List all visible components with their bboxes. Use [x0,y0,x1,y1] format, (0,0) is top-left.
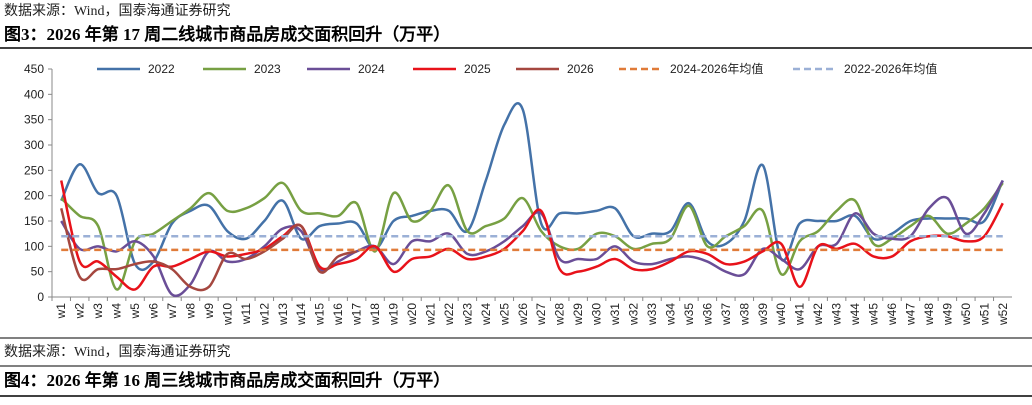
x-tick-label: w42 [811,303,825,326]
x-tick-label: w43 [830,303,844,326]
legend-label: 2025 [464,62,491,76]
x-tick-label: w21 [423,303,437,326]
x-tick-label: w3 [91,303,105,320]
x-tick-label: w50 [959,303,973,326]
x-tick-label: w36 [700,303,714,326]
x-tick-label: w14 [294,303,308,326]
x-tick-label: w9 [202,303,216,320]
y-tick-label: 0 [37,290,44,304]
x-tick-label: w2 [73,303,87,320]
x-tick-label: w4 [110,303,124,320]
x-tick-label: w46 [885,303,899,326]
x-tick-label: w32 [627,303,641,326]
x-tick-label: w37 [719,303,733,326]
legend-label: 2024-2026年均值 [670,61,763,76]
x-tick-label: w8 [183,303,197,320]
y-tick-label: 300 [24,138,44,152]
x-tick-label: w51 [977,303,991,326]
y-tick-label: 50 [31,265,45,279]
x-tick-label: w33 [645,303,659,326]
series-line [60,181,1004,291]
source-top: 数据来源：Wind，国泰海通证券研究 [4,3,231,19]
legend-label: 2022-2026年均值 [844,61,937,76]
y-tick-label: 100 [24,239,44,253]
x-tick-label: w28 [553,303,567,326]
x-tick-label: w15 [313,303,327,326]
next-title: 图4：2026 年第 16 周三线城市商品房成交面积回升（万平） [4,370,450,390]
legend-label: 2022 [148,62,175,76]
x-tick-label: w39 [756,303,770,326]
x-tick-label: w29 [571,303,585,326]
x-tick-label: w10 [220,303,234,326]
chart-title: 图3：2026 年第 17 周二线城市商品房成交面积回升（万平） [4,24,450,44]
x-tick-label: w24 [479,303,493,326]
source-bottom: 数据来源：Wind，国泰海通证券研究 [4,344,231,360]
y-tick-label: 450 [24,62,44,76]
y-tick-label: 150 [24,214,44,228]
x-tick-label: w44 [848,303,862,326]
x-tick-label: w26 [516,303,530,326]
x-tick-label: w22 [442,303,456,326]
x-tick-label: w41 [793,303,807,326]
x-tick-label: w5 [128,303,142,320]
series-line [60,102,1004,272]
x-tick-label: w31 [608,303,622,326]
x-tick-label: w23 [460,303,474,326]
x-tick-label: w7 [165,303,179,320]
legend-label: 2026 [567,62,594,76]
y-tick-label: 250 [24,163,44,177]
x-tick-label: w40 [774,303,788,326]
x-tick-label: w38 [737,303,751,326]
x-tick-label: w20 [405,303,419,326]
x-tick-label: w18 [368,303,382,326]
x-tick-label: w25 [497,303,511,326]
x-tick-label: w49 [940,303,954,326]
x-tick-label: w30 [590,303,604,326]
legend-label: 2023 [254,62,281,76]
x-tick-label: w17 [350,303,364,326]
x-tick-label: w27 [534,303,548,326]
y-tick-label: 400 [24,87,44,101]
legend-label: 2024 [358,62,385,76]
x-tick-label: w34 [663,303,677,326]
x-tick-label: w35 [682,303,696,326]
x-tick-label: w6 [147,303,161,320]
x-tick-label: w47 [903,303,917,326]
x-tick-label: w13 [276,303,290,326]
x-tick-label: w1 [54,303,68,320]
x-tick-label: w16 [331,303,345,326]
y-tick-label: 350 [24,113,44,127]
x-tick-label: w19 [387,303,401,326]
x-tick-label: w11 [239,303,253,325]
series-line [60,180,1004,291]
x-tick-label: w12 [257,303,271,326]
x-tick-label: w52 [996,303,1010,326]
x-tick-label: w48 [922,303,936,326]
y-tick-label: 200 [24,189,44,203]
x-tick-label: w45 [867,303,881,326]
